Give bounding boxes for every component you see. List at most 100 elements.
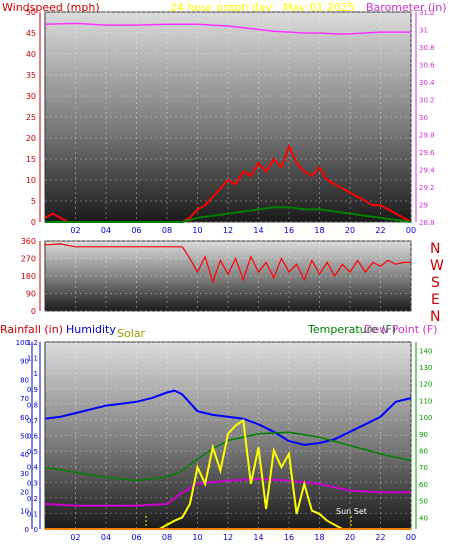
dew-point-label: Dew Point (F) <box>364 323 437 336</box>
wind-tick-label: 0 <box>31 218 36 227</box>
barometer-tick-label: 30.6 <box>419 62 435 70</box>
rain-tick-label: 0.1 <box>27 510 38 518</box>
compass-w: W <box>430 258 444 274</box>
barometer-tick-label: 31.2 <box>419 9 435 17</box>
temperature-tick-label: 90 <box>419 431 428 439</box>
rain-tick-label: 0.9 <box>27 386 38 394</box>
rainfall-label: Rainfall (in) <box>0 323 63 336</box>
temperature-tick-label: 130 <box>419 364 432 372</box>
windspeed-title: Windspeed (mph) <box>2 1 100 14</box>
wind-tick-label: 10 <box>26 176 36 185</box>
humidity-percent-tick-label: 70 <box>20 395 29 403</box>
temperature-label: Temperature (F) <box>307 323 396 336</box>
humidity-percent-tick-label: 40 <box>20 451 29 459</box>
x-tick-label: 08 <box>162 533 172 542</box>
x-tick-label: 10 <box>192 533 202 542</box>
humidity-percent-tick-label: 30 <box>20 470 29 478</box>
barometer-tick-label: 30 <box>419 114 428 122</box>
x-tick-label: 20 <box>345 226 355 235</box>
x-tick-label: 06 <box>131 533 141 542</box>
wind-direction-line <box>44 243 411 284</box>
temperature-tick-label: 140 <box>419 347 432 355</box>
x-tick-label: 00 <box>406 533 416 542</box>
barometer-tick-label: 29.2 <box>419 184 435 192</box>
x-tick-label: 16 <box>284 533 294 542</box>
solar-line <box>144 418 343 530</box>
x-tick-label: 10 <box>192 226 202 235</box>
sun-set-label: Sun Set <box>336 507 367 516</box>
x-tick-label: 22 <box>375 226 385 235</box>
compass-letters: N W S E N <box>430 241 444 325</box>
barometer-tick-label: 30.4 <box>419 79 435 87</box>
humidity-label: Humidity <box>66 323 116 336</box>
x-tick-label: 20 <box>345 533 355 542</box>
temperature-tick-label: 100 <box>419 414 432 422</box>
wind-panel-bg <box>44 11 412 223</box>
x-tick-label: 12 <box>223 533 233 542</box>
x-tick-label: 04 <box>101 533 111 542</box>
humidity-percent-tick-label: 50 <box>20 433 29 441</box>
barometer-title: Barometer (in) <box>366 1 447 14</box>
barometer-tick-label: 30.8 <box>419 44 435 52</box>
humidity-percent-tick-label: 20 <box>20 489 29 497</box>
wind-tick-label: 45 <box>26 29 36 38</box>
barometer-tick-label: 28.8 <box>419 219 435 227</box>
rain-tick-label: 0.3 <box>27 479 38 487</box>
x-tick-label: 18 <box>314 533 324 542</box>
temperature-tick-label: 70 <box>419 464 428 472</box>
barometer-tick-label: 30.2 <box>419 97 435 105</box>
humidity-percent-tick-label: 60 <box>20 414 29 422</box>
x-tick-label: 14 <box>253 533 263 542</box>
x-tick-label: 08 <box>162 226 172 235</box>
rain-tick-label: 0.6 <box>27 433 39 441</box>
wind-tick-label: 25 <box>26 113 36 122</box>
rain-tick-label: 0.5 <box>27 448 38 456</box>
barometer-line <box>44 22 411 35</box>
x-tick-label: 04 <box>101 226 111 235</box>
humidity-percent-tick-label: 0 <box>25 526 29 534</box>
rain-tick-label: 1 <box>34 370 38 378</box>
dew-point-line <box>44 477 411 507</box>
x-tick-label: 12 <box>223 226 233 235</box>
direction-tick-label: 0 <box>31 307 36 316</box>
barometer-tick-label: 29.8 <box>419 132 435 140</box>
wind-tick-label: 5 <box>31 197 36 206</box>
solar-label: Solar <box>117 327 146 340</box>
wind-tick-label: 50 <box>26 8 36 17</box>
direction-tick-label: 270 <box>21 255 36 264</box>
wind-tick-label: 35 <box>26 71 36 80</box>
compass-s: S <box>431 275 440 291</box>
compass-e: E <box>431 292 440 308</box>
temperature-tick-label: 80 <box>419 448 428 456</box>
rain-tick-label: 1.1 <box>27 355 38 363</box>
x-tick-label: 02 <box>70 226 80 235</box>
wind-tick-label: 30 <box>26 92 36 101</box>
x-tick-label: 06 <box>131 226 141 235</box>
temperature-tick-label: 40 <box>419 514 428 522</box>
rain-tick-label: 0 <box>34 526 38 534</box>
rain-tick-label: 0.7 <box>27 417 38 425</box>
rain-tick-label: 1.2 <box>27 339 38 347</box>
x-tick-label: 14 <box>253 226 263 235</box>
direction-tick-label: 360 <box>21 237 36 246</box>
wind-tick-label: 20 <box>26 134 36 143</box>
barometer-tick-label: 31 <box>419 27 428 35</box>
wind-tick-label: 40 <box>26 50 36 59</box>
x-tick-label: 18 <box>314 226 324 235</box>
rain-tick-label: 0.2 <box>27 495 38 503</box>
compass-n-top: N <box>430 241 440 257</box>
temperature-tick-label: 60 <box>419 481 428 489</box>
barometer-tick-label: 29 <box>419 202 428 210</box>
x-tick-label: 00 <box>406 226 416 235</box>
wind-tick-label: 15 <box>26 155 36 164</box>
direction-tick-label: 180 <box>21 272 36 281</box>
x-tick-label: 16 <box>284 226 294 235</box>
temperature-tick-label: 120 <box>419 381 432 389</box>
date-title: 24 hour graph day - May 01 2025 <box>170 1 355 14</box>
temperature-tick-label: 110 <box>419 397 432 405</box>
rain-tick-label: 0.4 <box>27 464 39 472</box>
humidity-line <box>44 389 412 446</box>
humidity-percent-tick-label: 80 <box>20 376 29 384</box>
